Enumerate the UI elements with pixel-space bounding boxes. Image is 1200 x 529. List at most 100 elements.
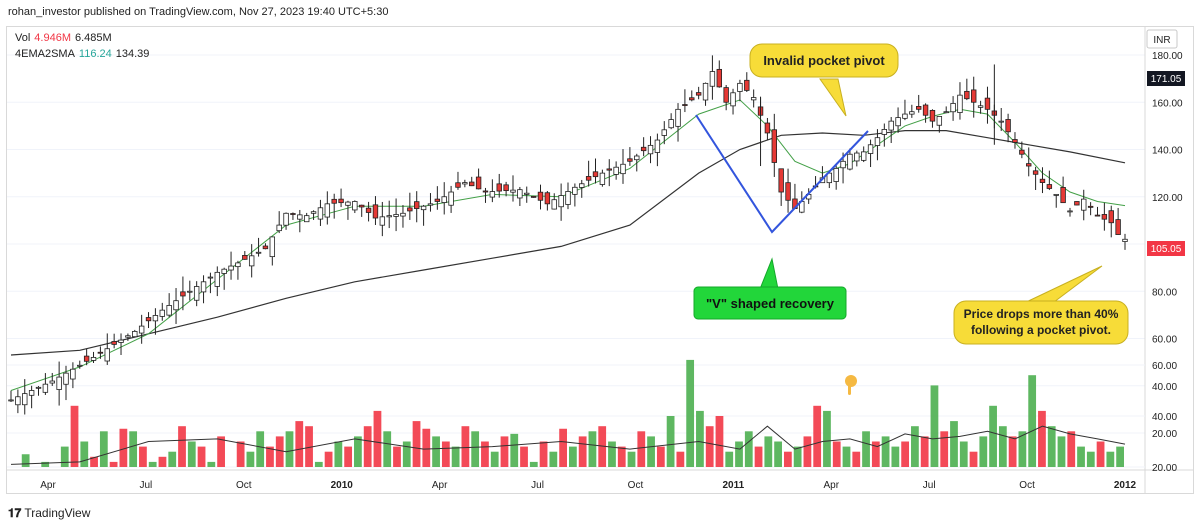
volume-bar bbox=[383, 431, 392, 467]
volume-bar bbox=[1096, 441, 1105, 467]
volume-bar bbox=[275, 436, 284, 467]
volume-bar bbox=[735, 441, 743, 467]
candle bbox=[916, 94, 922, 113]
candle-body bbox=[489, 191, 496, 198]
volume-bar bbox=[823, 410, 831, 467]
candle bbox=[159, 302, 165, 321]
candle-body bbox=[620, 163, 626, 175]
candle-body bbox=[778, 168, 784, 193]
candle-body bbox=[125, 335, 131, 338]
callout-box bbox=[953, 300, 1129, 345]
volume-bar bbox=[148, 461, 157, 467]
candle-body bbox=[118, 339, 124, 343]
volume-bar bbox=[647, 436, 655, 467]
candle-body bbox=[414, 201, 420, 209]
candle-body bbox=[359, 204, 365, 208]
candle-body bbox=[682, 104, 688, 106]
volume-bar bbox=[539, 441, 548, 467]
volume-bar bbox=[334, 441, 343, 467]
volume-bar bbox=[1077, 446, 1085, 467]
volume-bar bbox=[305, 426, 313, 467]
volume-bar bbox=[354, 436, 362, 467]
volume-bar bbox=[754, 446, 763, 467]
tradingview-logo-icon: 𝟏𝟕 bbox=[8, 506, 22, 520]
candle bbox=[971, 76, 977, 118]
volume-bar bbox=[236, 441, 245, 467]
candle-body bbox=[228, 265, 234, 271]
volume-bar bbox=[412, 421, 421, 467]
candle bbox=[510, 175, 516, 202]
volume-bar bbox=[178, 426, 186, 467]
candle bbox=[393, 198, 399, 232]
volume-bar bbox=[99, 431, 108, 467]
candle-body bbox=[709, 71, 716, 87]
candle bbox=[331, 193, 337, 219]
candle bbox=[524, 186, 530, 203]
candle bbox=[1122, 233, 1128, 250]
volume-bar bbox=[569, 446, 577, 467]
volume-bar bbox=[1057, 436, 1066, 467]
tradingview-footer[interactable]: 𝟏𝟕 TradingView bbox=[8, 506, 90, 521]
volume-bar bbox=[578, 436, 587, 467]
pocket-pivot-hand-icon bbox=[845, 375, 857, 395]
candle-body bbox=[517, 189, 523, 199]
candle-body bbox=[716, 68, 722, 88]
volume-bar bbox=[129, 431, 138, 467]
candle-body bbox=[276, 224, 282, 232]
volume-bar bbox=[979, 436, 988, 467]
candle bbox=[558, 183, 564, 221]
candle bbox=[867, 139, 874, 168]
candle bbox=[125, 333, 131, 341]
candle-body bbox=[723, 87, 729, 103]
volume-bar bbox=[920, 436, 929, 467]
candle bbox=[283, 212, 289, 230]
volume-bar bbox=[598, 426, 607, 467]
candle-body bbox=[49, 380, 55, 384]
candle-body bbox=[764, 122, 771, 134]
candle bbox=[833, 164, 839, 190]
candle bbox=[441, 182, 447, 215]
price-tick-label: 140.00 bbox=[1152, 146, 1183, 157]
candle bbox=[455, 171, 461, 190]
candle-body bbox=[613, 166, 619, 175]
volume-bar bbox=[402, 441, 411, 467]
candle bbox=[737, 79, 743, 102]
candle bbox=[221, 267, 227, 290]
candle-body bbox=[28, 390, 35, 396]
candle-body bbox=[922, 104, 929, 116]
volume-bar bbox=[1038, 410, 1046, 467]
candle-body bbox=[200, 281, 207, 293]
volume-tick-label: 20.00 bbox=[1152, 463, 1177, 474]
vol-value: 4.946M bbox=[34, 32, 71, 44]
volume-bar bbox=[715, 416, 724, 467]
candle bbox=[517, 186, 523, 206]
candle-body bbox=[702, 82, 709, 101]
time-label: Jul bbox=[923, 480, 936, 491]
candle-body bbox=[15, 396, 21, 406]
candle-body bbox=[248, 255, 255, 267]
candle bbox=[414, 191, 420, 223]
candle bbox=[372, 196, 379, 225]
time-label: Jul bbox=[140, 480, 153, 491]
volume-bar bbox=[90, 456, 98, 467]
candle-body bbox=[317, 207, 324, 220]
candle-body bbox=[8, 399, 14, 402]
volume-bar bbox=[158, 456, 167, 467]
sma-value: 134.39 bbox=[115, 48, 150, 60]
candle-body bbox=[193, 286, 200, 301]
candle-body bbox=[290, 213, 296, 215]
candle-body bbox=[434, 198, 441, 202]
candle bbox=[730, 88, 736, 115]
candle bbox=[303, 212, 310, 223]
candle bbox=[379, 201, 386, 237]
candle-body bbox=[668, 119, 674, 129]
candle bbox=[785, 168, 791, 213]
candle-body bbox=[441, 196, 447, 203]
candle bbox=[1046, 170, 1053, 191]
volume-bar bbox=[520, 446, 528, 467]
candle bbox=[984, 86, 991, 124]
high-price-label: 171.05 bbox=[1151, 74, 1182, 85]
candle bbox=[42, 373, 49, 395]
callout-text-line2: following a pocket pivot. bbox=[971, 323, 1111, 337]
